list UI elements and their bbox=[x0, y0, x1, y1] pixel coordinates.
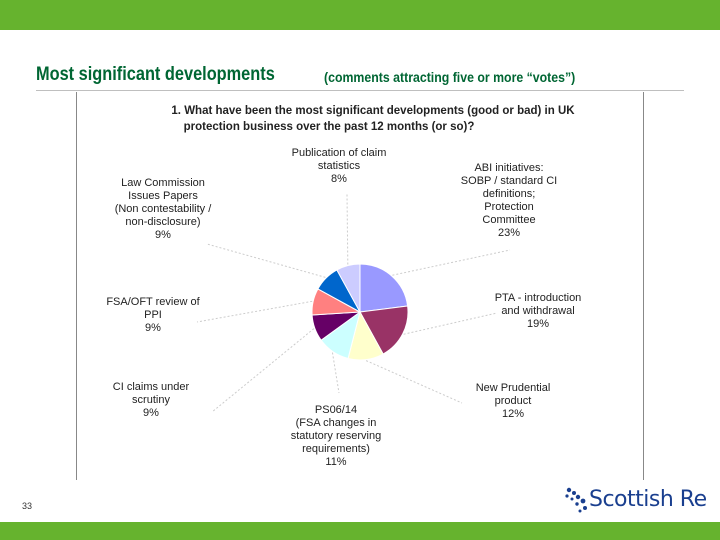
slice-label-line: PTA - introduction bbox=[495, 292, 582, 304]
leader-lines bbox=[196, 193, 511, 413]
slice-label-2: PTA - introduction and withdrawal 19% bbox=[495, 292, 582, 330]
slice-value-label-1: 23% bbox=[498, 227, 520, 239]
pie-slice-8 bbox=[336, 263, 361, 313]
leader-line-7 bbox=[206, 243, 326, 278]
slice-label-line: Publication of claim bbox=[292, 147, 387, 159]
slide-subtitle: (comments attracting five or more “votes… bbox=[324, 69, 576, 85]
slice-label-line: ABI initiatives: bbox=[474, 162, 543, 174]
slice-label-line: (Non contestability / bbox=[115, 203, 213, 215]
slice-label-8: Publication of claim statistics 8% bbox=[292, 147, 387, 185]
slide-title-row: Most significant developments (comments … bbox=[36, 64, 575, 86]
leader-line-5 bbox=[211, 328, 315, 413]
slice-label-line: statutory reserving bbox=[291, 430, 381, 442]
slice-label-line: FSA/OFT review of bbox=[106, 296, 200, 308]
slice-label-line: SOBP / standard CI bbox=[461, 175, 557, 187]
slice-value-label-4: 11% bbox=[325, 456, 346, 468]
slice-value-label-5: 9% bbox=[143, 407, 159, 419]
slice-label-line: Committee bbox=[482, 214, 535, 226]
slice-label-4: PS06/14 (FSA changes in statutory reservin… bbox=[291, 404, 381, 468]
pie-slice-1 bbox=[359, 263, 409, 313]
slice-label-line: Issues Papers bbox=[128, 190, 198, 202]
logo-dots-icon bbox=[565, 487, 587, 513]
slice-label-line: Law Commission bbox=[121, 177, 205, 189]
slice-label-line: definitions; bbox=[483, 188, 536, 200]
slice-label-5: CI claims under scrutiny 9% bbox=[113, 381, 190, 419]
slice-value-label-3: 12% bbox=[502, 408, 524, 420]
leader-line-4 bbox=[331, 352, 340, 394]
slice-label-6: FSA/OFT review of PPI 9% bbox=[106, 296, 200, 334]
slide-number: 33 bbox=[22, 501, 33, 511]
title-divider bbox=[36, 90, 684, 91]
top-band bbox=[0, 0, 720, 30]
pie-slices bbox=[311, 263, 409, 361]
slice-label-line: PPI bbox=[144, 309, 162, 321]
slice-label-line: requirements) bbox=[302, 443, 370, 455]
chart-frame: 1. What have been the most significant d… bbox=[76, 92, 644, 480]
slice-label-line: product bbox=[495, 395, 532, 407]
bottom-band bbox=[0, 522, 720, 540]
chart-title-line-1: 1. What have been the most significant d… bbox=[171, 105, 575, 117]
leader-line-1 bbox=[392, 249, 511, 276]
slide-title: Most significant developments bbox=[36, 64, 275, 85]
slice-label-line: scrutiny bbox=[132, 394, 170, 406]
slice-label-line: CI claims under bbox=[113, 381, 190, 393]
scottish-re-logo: Scottish Re bbox=[563, 484, 707, 518]
slice-label-1: ABI initiatives: SOBP / standard CI defini… bbox=[461, 162, 557, 239]
slice-value-label-6: 9% bbox=[145, 322, 161, 334]
pie-slice-2 bbox=[359, 305, 409, 355]
slice-label-line: and withdrawal bbox=[501, 305, 574, 317]
slice-label-3: New Prudential product 12% bbox=[476, 382, 551, 420]
leader-line-8 bbox=[346, 193, 349, 265]
chart-title-line-2: protection business over the past 12 mon… bbox=[184, 121, 475, 133]
slice-value-label-2: 19% bbox=[527, 318, 549, 330]
slice-labels: ABI initiatives: SOBP / standard CI defini… bbox=[106, 147, 581, 468]
slice-label-line: (FSA changes in bbox=[296, 417, 377, 429]
slice-value-label-7: 9% bbox=[155, 229, 171, 241]
leader-line-6 bbox=[196, 300, 313, 323]
slice-value-label-8: 8% bbox=[331, 173, 347, 185]
logo-text: Scottish Re bbox=[589, 487, 707, 512]
leader-line-3 bbox=[365, 360, 463, 404]
slice-label-line: Protection bbox=[484, 201, 534, 213]
slice-label-line: PS06/14 bbox=[315, 404, 357, 416]
slice-label-line: non-disclosure) bbox=[125, 216, 200, 228]
slice-label-7: Law Commission Issues Papers (Non contesta… bbox=[115, 177, 213, 241]
slice-label-line: New Prudential bbox=[476, 382, 551, 394]
leader-line-2 bbox=[403, 312, 498, 335]
pie-chart: 1. What have been the most significant d… bbox=[106, 105, 581, 468]
slice-label-line: statistics bbox=[318, 160, 361, 172]
